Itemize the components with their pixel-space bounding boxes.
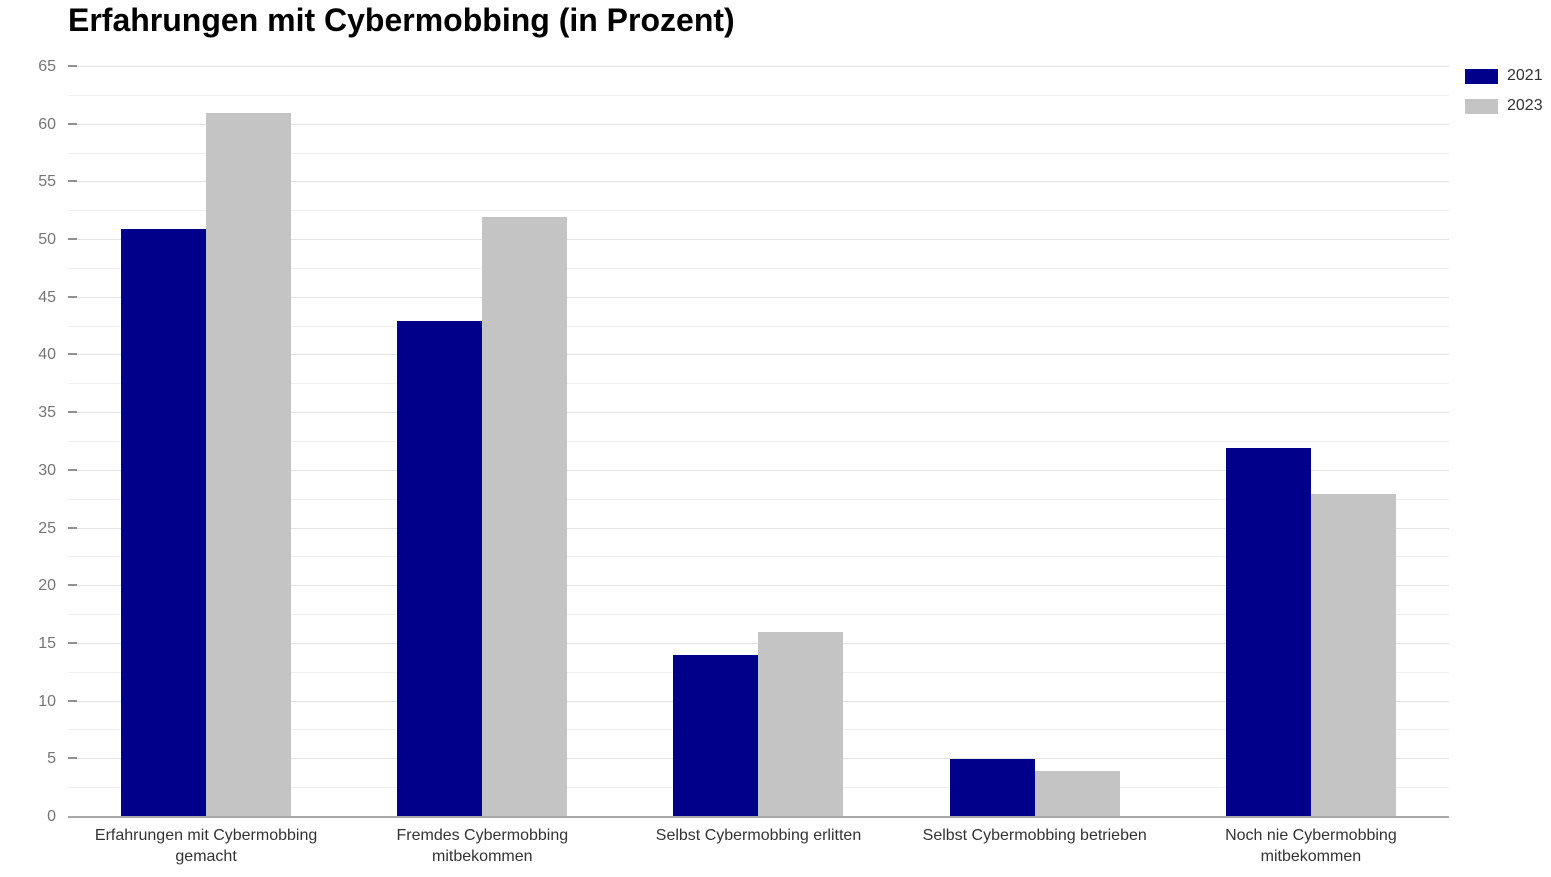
- gridline-major: [68, 412, 1449, 414]
- bar-2023: [1034, 770, 1120, 817]
- gridline-major: [68, 585, 1449, 587]
- plot-area: [68, 65, 1449, 818]
- category-label: Fremdes Cybermobbing mitbekommen: [344, 825, 620, 867]
- legend: 2021 2023: [1465, 67, 1543, 127]
- y-axis-label: 40: [38, 346, 56, 364]
- y-axis-label: 30: [38, 461, 56, 479]
- tick-mark: [68, 122, 77, 125]
- bar-2021: [121, 228, 207, 817]
- gridline-minor: [68, 614, 1449, 616]
- gridline-major: [68, 354, 1449, 356]
- legend-item-2023: 2023: [1465, 97, 1543, 115]
- gridline-major: [68, 527, 1449, 529]
- gridline-major: [68, 239, 1449, 241]
- gridline-major: [68, 296, 1449, 298]
- gridline-major: [68, 469, 1449, 471]
- bar-2021: [949, 759, 1035, 817]
- gridline-minor: [68, 210, 1449, 212]
- y-axis-label: 25: [38, 519, 56, 537]
- category-label-text: Selbst Cybermobbing betrieben: [922, 827, 1147, 844]
- y-axis-label: 20: [38, 577, 56, 595]
- gridline-minor: [68, 152, 1449, 154]
- y-axis-label: 5: [47, 750, 56, 768]
- tick-mark: [68, 238, 77, 241]
- tick-mark: [68, 468, 77, 471]
- gridline-minor: [68, 498, 1449, 500]
- tick-mark: [68, 641, 77, 644]
- bar-2023: [1310, 493, 1396, 817]
- y-axis-label: 65: [38, 58, 56, 75]
- tick-mark: [68, 353, 77, 356]
- bar-2023: [482, 217, 568, 817]
- y-axis-label: 60: [38, 115, 56, 133]
- bar-2023: [758, 632, 844, 817]
- gridline-major: [68, 123, 1449, 125]
- category-label-text: Fremdes Cybermobbing mitbekommen: [396, 827, 569, 865]
- bar-2021: [1225, 447, 1311, 817]
- x-axis-line: [68, 816, 1449, 818]
- gridline-minor: [68, 325, 1449, 327]
- legend-swatch-2021: [1465, 68, 1498, 84]
- y-axis-label: 45: [38, 288, 56, 306]
- category-label-text: Selbst Cybermobbing erlitten: [655, 827, 862, 844]
- y-axis-label: 0: [47, 808, 56, 825]
- tick-mark: [68, 411, 77, 414]
- legend-label-2023: 2023: [1507, 97, 1543, 114]
- gridline-minor: [68, 441, 1449, 442]
- gridline-minor: [68, 94, 1449, 96]
- gridline-minor: [68, 556, 1449, 558]
- y-axis-label: 10: [38, 692, 56, 710]
- y-axis-label: 15: [38, 634, 56, 652]
- category-label-text: Noch nie Cybermobbing mitbekommen: [1225, 827, 1397, 865]
- tick-mark: [68, 584, 77, 587]
- tick-mark: [68, 757, 77, 760]
- bar-2021: [397, 320, 483, 817]
- tick-mark: [68, 180, 77, 183]
- legend-swatch-2023: [1465, 98, 1498, 114]
- x-axis-labels: Erfahrungen mit Cybermobbing gemacht Frem…: [68, 825, 1449, 867]
- bar-group: [897, 67, 1173, 817]
- tick-mark: [68, 295, 77, 298]
- gridline-major: [68, 181, 1449, 183]
- bar-group: [620, 67, 896, 817]
- y-axis-label: 35: [38, 404, 56, 422]
- gridline-major: [68, 66, 1449, 67]
- category-label: Selbst Cybermobbing betrieben: [897, 825, 1173, 867]
- legend-item-2021: 2021: [1465, 67, 1543, 85]
- y-axis-label: 50: [38, 231, 56, 249]
- category-label: Noch nie Cybermobbing mitbekommen: [1173, 825, 1449, 867]
- bar-group: [1173, 67, 1449, 817]
- tick-mark: [68, 526, 77, 529]
- gridline-minor: [68, 267, 1449, 269]
- tick-mark: [68, 65, 77, 67]
- chart-title: Erfahrungen mit Cybermobbing (in Prozent…: [68, 2, 735, 38]
- category-label: Erfahrungen mit Cybermobbing gemacht: [68, 825, 344, 867]
- category-label: Selbst Cybermobbing erlitten: [620, 825, 896, 867]
- y-axis: 0 5 10 15 20 25 30 35 40 45 50 55 60 65: [0, 58, 56, 825]
- gridline-minor: [68, 383, 1449, 385]
- bar-group: [344, 67, 620, 817]
- bar-group: [68, 67, 344, 817]
- legend-label-2021: 2021: [1507, 67, 1543, 84]
- category-label-text: Erfahrungen mit Cybermobbing gemacht: [94, 827, 318, 865]
- y-axis-label: 55: [38, 173, 56, 191]
- bar-2023: [206, 113, 292, 817]
- bar-2021: [673, 655, 759, 817]
- tick-mark: [68, 699, 77, 702]
